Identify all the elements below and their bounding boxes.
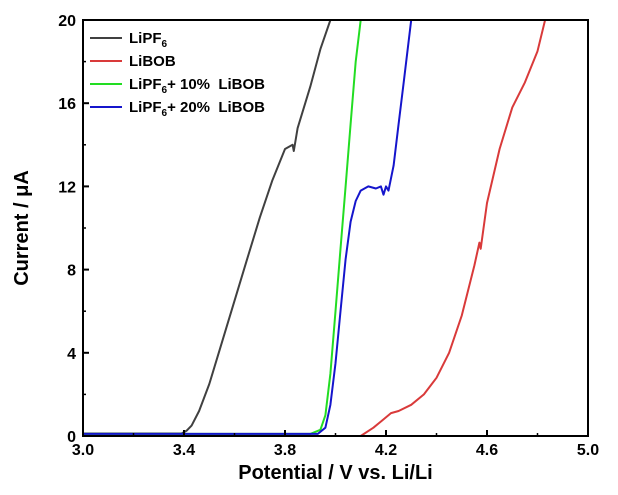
y-axis-title: Current / μA bbox=[11, 170, 33, 286]
series-line-3 bbox=[83, 20, 362, 435]
series-line-2 bbox=[360, 20, 547, 436]
y-tick-label: 20 bbox=[58, 13, 76, 30]
y-tick-label: 4 bbox=[67, 346, 76, 363]
legend-label-subscript: 6 bbox=[162, 108, 168, 119]
legend-label-main: LiBOB bbox=[129, 53, 176, 70]
legend-label-tail: + 10% LiBOB bbox=[167, 76, 265, 93]
legend-label-4: LiPF6+ 20% LiBOB bbox=[129, 99, 265, 119]
legend-label-main: LiPF bbox=[129, 76, 162, 93]
x-tick-label: 4.2 bbox=[375, 442, 397, 459]
x-tick-label: 3.0 bbox=[72, 442, 94, 459]
x-tick-label: 5.0 bbox=[577, 442, 599, 459]
series-line-1 bbox=[83, 20, 332, 435]
legend-label-3: LiPF6+ 10% LiBOB bbox=[129, 76, 265, 96]
y-tick-label: 8 bbox=[67, 263, 76, 280]
legend-label-2: LiBOB bbox=[129, 53, 176, 70]
legend-label-main: LiPF bbox=[129, 30, 162, 47]
plot-series bbox=[83, 20, 547, 436]
x-tick-label: 3.4 bbox=[173, 442, 195, 459]
x-axis: 3.0 3.4 3.8 4.2 4.6 5.0 bbox=[72, 430, 599, 459]
legend-label-subscript: 6 bbox=[162, 85, 168, 96]
legend-label-1: LiPF6 bbox=[129, 30, 168, 50]
x-tick-label: 3.8 bbox=[274, 442, 296, 459]
y-tick-label: 16 bbox=[58, 96, 76, 113]
y-tick-label: 12 bbox=[58, 179, 76, 196]
x-axis-title: Potential / V vs. Li/Li bbox=[238, 462, 432, 484]
y-axis: 0 4 8 12 16 20 bbox=[58, 13, 89, 446]
x-tick-label: 4.6 bbox=[476, 442, 498, 459]
y-tick-label: 0 bbox=[67, 429, 76, 446]
series-line-4 bbox=[83, 20, 413, 435]
legend-label-main: LiPF bbox=[129, 99, 162, 116]
legend-label-subscript: 6 bbox=[162, 39, 168, 50]
legend-label-tail: + 20% LiBOB bbox=[167, 99, 265, 116]
